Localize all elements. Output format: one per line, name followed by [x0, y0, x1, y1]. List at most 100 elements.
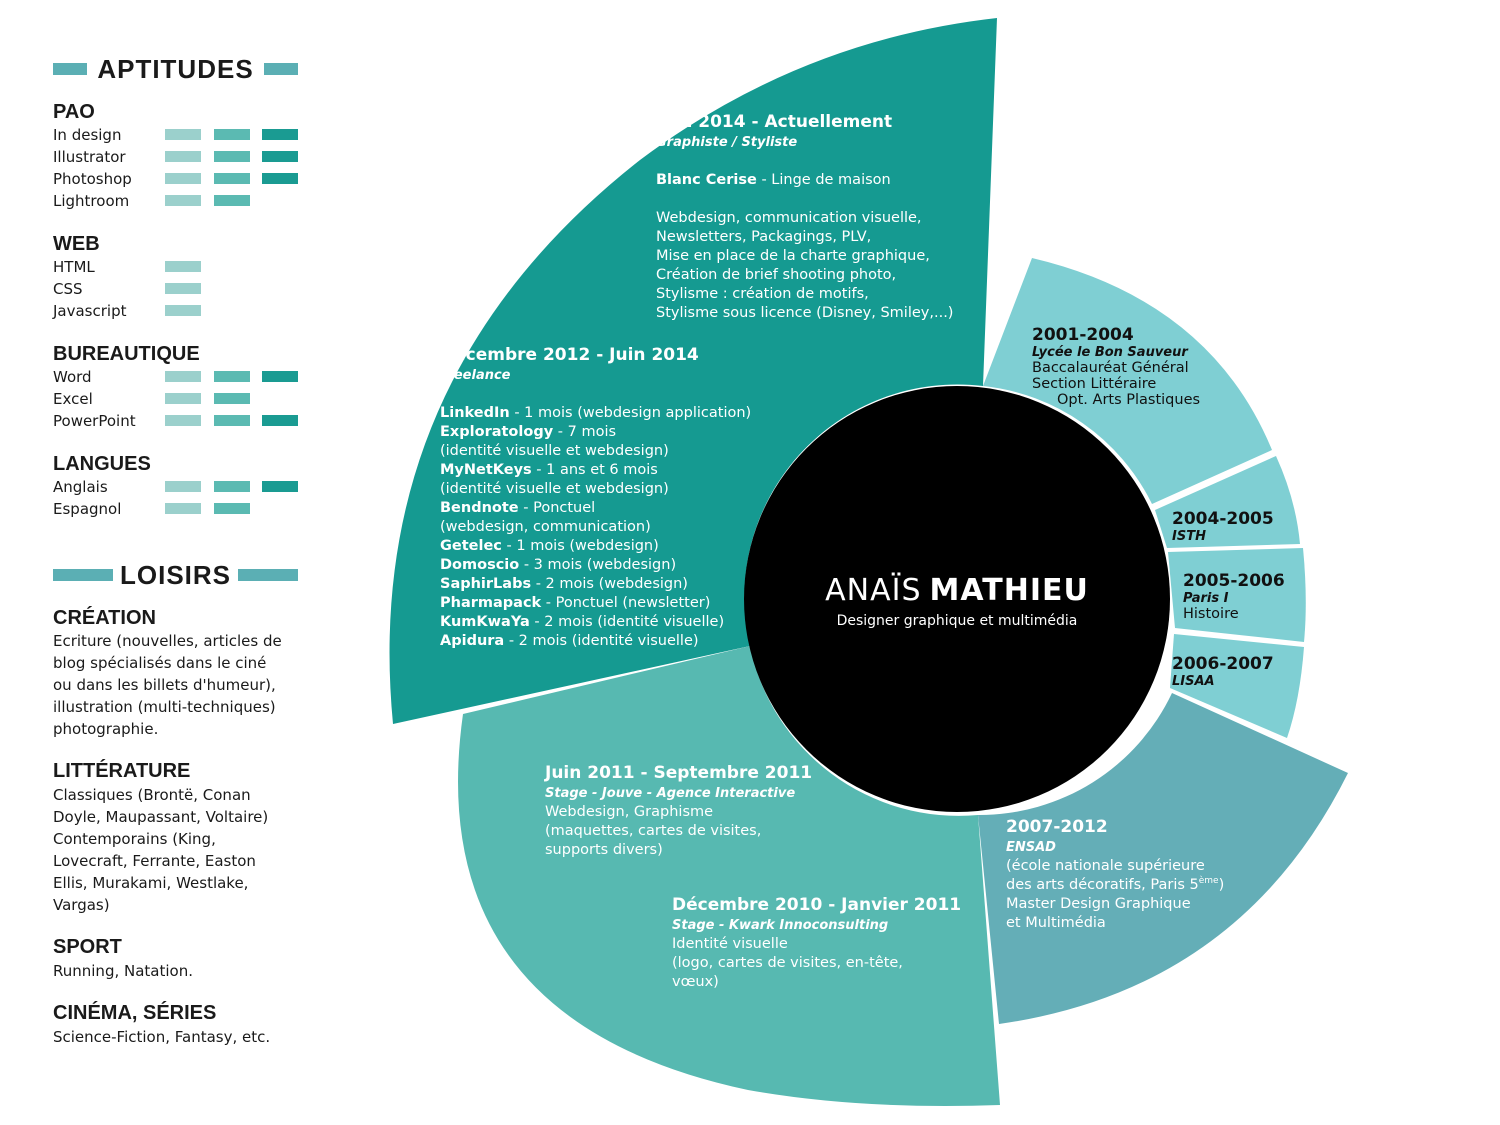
svg-text:supports divers): supports divers) — [545, 842, 663, 858]
svg-text:Paris I: Paris I — [1183, 591, 1229, 606]
sector-education-ensad — [978, 693, 1348, 1024]
svg-text:LinkedIn - 1 mois (webdesign a: LinkedIn - 1 mois (webdesign application… — [440, 405, 751, 421]
skill-name: Word — [53, 368, 92, 386]
skill-level-bar — [165, 481, 201, 492]
svg-text:Stage - Kwark Innoconsulting: Stage - Kwark Innoconsulting — [672, 918, 888, 933]
svg-text:2005-2006: 2005-2006 — [1183, 571, 1285, 591]
skill-level-bar — [214, 415, 250, 426]
svg-text:(identité visuelle et webdesig: (identité visuelle et webdesign) — [440, 443, 669, 459]
skill-level-bar — [262, 129, 298, 140]
skill-level-bar — [262, 371, 298, 382]
education-2001: 2001-2004 Lycée le Bon Sauveur Baccalaur… — [1032, 325, 1200, 408]
category-creation: CRÉATION — [53, 607, 156, 629]
category-sport: SPORT — [53, 936, 122, 958]
leisure-text: Classiques (Brontë, Conan Doyle, Maupass… — [53, 786, 269, 914]
category-bureautique: BUREAUTIQUE — [53, 343, 200, 365]
title-bar-left — [53, 63, 87, 75]
category-web: WEB — [53, 233, 100, 255]
svg-text:Webdesign, communication visue: Webdesign, communication visuelle, — [656, 210, 922, 226]
category-cinema: CINÉMA, SÉRIES — [53, 1002, 217, 1024]
skill-level-bar — [165, 371, 201, 382]
svg-text:Lycée le Bon Sauveur: Lycée le Bon Sauveur — [1032, 345, 1189, 360]
skill-level-bar — [214, 503, 250, 514]
svg-text:vœux): vœux) — [672, 974, 719, 990]
skill-level-bar — [262, 173, 298, 184]
svg-text:Histoire: Histoire — [1183, 606, 1239, 622]
svg-text:Newsletters, Packagings, PLV,: Newsletters, Packagings, PLV, — [656, 229, 871, 245]
skill-level-bar — [214, 371, 250, 382]
svg-text:ISTH: ISTH — [1172, 529, 1206, 544]
person-name: ANAÏS MATHIEU — [825, 572, 1089, 608]
svg-text:(maquettes, cartes de visites,: (maquettes, cartes de visites, — [545, 823, 761, 839]
category-pao: PAO — [53, 101, 95, 123]
svg-text:Exploratology - 7 mois: Exploratology - 7 mois — [440, 424, 616, 440]
svg-text:Mise en place de la charte gra: Mise en place de la charte graphique, — [656, 248, 930, 264]
skill-name: PowerPoint — [53, 412, 136, 430]
svg-text:Getelec - 1 mois (webdesign): Getelec - 1 mois (webdesign) — [440, 538, 659, 554]
person-title: Designer graphique et multimédia — [837, 613, 1078, 629]
svg-text:Décembre 2012 - Juin 2014: Décembre 2012 - Juin 2014 — [440, 345, 699, 365]
skill-level-bar — [214, 173, 250, 184]
svg-text:SaphirLabs - 2 mois (webdesign: SaphirLabs - 2 mois (webdesign) — [440, 576, 688, 592]
svg-text:Section Littéraire: Section Littéraire — [1032, 376, 1156, 392]
skill-name: Photoshop — [53, 170, 132, 188]
title-bar-right — [264, 63, 298, 75]
svg-text:Webdesign, Graphisme: Webdesign, Graphisme — [545, 804, 713, 820]
skill-level-bar — [165, 129, 201, 140]
svg-text:Freelance: Freelance — [440, 368, 511, 383]
svg-text:(webdesign, communication): (webdesign, communication) — [440, 519, 651, 535]
sector-experience-recent — [389, 18, 997, 724]
title-bar-left — [53, 569, 113, 581]
skill-level-bar — [214, 151, 250, 162]
leisure-text: Running, Natation. — [53, 962, 193, 980]
skill-level-bar — [165, 261, 201, 272]
leisure-text: Ecriture (nouvelles, articles de blog sp… — [53, 632, 282, 738]
sector-experience-internships — [458, 646, 1000, 1106]
skill-name: Excel — [53, 390, 93, 408]
svg-text:Création de brief shooting pho: Création de brief shooting photo, — [656, 267, 896, 283]
job-jouve: Juin 2011 - Septembre 2011 Stage - Jouve… — [544, 763, 812, 858]
svg-text:2001-2004: 2001-2004 — [1032, 325, 1134, 345]
education-2005: 2005-2006 Paris I Histoire — [1183, 571, 1285, 622]
skill-level-bar — [262, 151, 298, 162]
job-juin-2014: Juin 2014 - Actuellement Graphiste / Sty… — [655, 112, 953, 321]
svg-text:MyNetKeys - 1 ans et 6 mois: MyNetKeys - 1 ans et 6 mois — [440, 462, 658, 478]
svg-text:Pharmapack - Ponctuel (newslet: Pharmapack - Ponctuel (newsletter) — [440, 595, 710, 611]
svg-text:Graphiste / Styliste: Graphiste / Styliste — [656, 135, 797, 150]
svg-text:Bendnote - Ponctuel: Bendnote - Ponctuel — [440, 500, 595, 516]
skill-name: HTML — [53, 258, 95, 276]
category-litterature: LITTÉRATURE — [53, 760, 191, 782]
svg-text:KumKwaYa - 2 mois (identité vi: KumKwaYa - 2 mois (identité visuelle) — [440, 614, 724, 630]
sector-education-2005 — [1168, 548, 1306, 642]
svg-text:Apidura - 2 mois (identité vis: Apidura - 2 mois (identité visuelle) — [440, 633, 699, 649]
skill-level-bar — [165, 415, 201, 426]
svg-text:Master Design Graphique: Master Design Graphique — [1006, 896, 1191, 912]
skill-level-bar — [214, 393, 250, 404]
svg-text:Domoscio - 3 mois (webdesign): Domoscio - 3 mois (webdesign) — [440, 557, 676, 573]
sector-education-2001 — [983, 258, 1272, 504]
svg-text:Baccalauréat Général: Baccalauréat Général — [1032, 360, 1189, 376]
sector-education-2006 — [1170, 634, 1304, 738]
skill-level-bar — [214, 481, 250, 492]
skill-level-bar — [165, 195, 201, 206]
skill-name: In design — [53, 126, 122, 144]
svg-text:(logo, cartes de visites, en-t: (logo, cartes de visites, en-tête, — [672, 955, 903, 971]
svg-text:Juin 2011 - Septembre 2011: Juin 2011 - Septembre 2011 — [544, 763, 812, 783]
skill-level-bar — [165, 173, 201, 184]
aptitudes-title: APTITUDES — [53, 54, 298, 84]
svg-text:LISAA: LISAA — [1172, 674, 1215, 689]
education-2004: 2004-2005 ISTH — [1172, 509, 1274, 544]
sector-education-2004 — [1155, 456, 1300, 548]
leisure-text: Science-Fiction, Fantasy, etc. — [53, 1028, 271, 1046]
job-kwark: Décembre 2010 - Janvier 2011 Stage - Kwa… — [672, 895, 961, 990]
sidebar: APTITUDES PAO In design Illustrator Phot… — [0, 0, 340, 1125]
skill-level-bar — [165, 503, 201, 514]
skill-name: Espagnol — [53, 500, 122, 518]
svg-text:Juin 2014 - Actuellement: Juin 2014 - Actuellement — [655, 112, 892, 132]
skill-level-bar — [165, 151, 201, 162]
svg-text:des arts décoratifs, Paris 5èm: des arts décoratifs, Paris 5ème) — [1006, 875, 1224, 893]
svg-text:Stage - Jouve - Agence Interac: Stage - Jouve - Agence Interactive — [545, 786, 795, 801]
svg-text:et Multimédia: et Multimédia — [1006, 915, 1106, 931]
loisirs-title: LOISIRS — [53, 560, 298, 590]
